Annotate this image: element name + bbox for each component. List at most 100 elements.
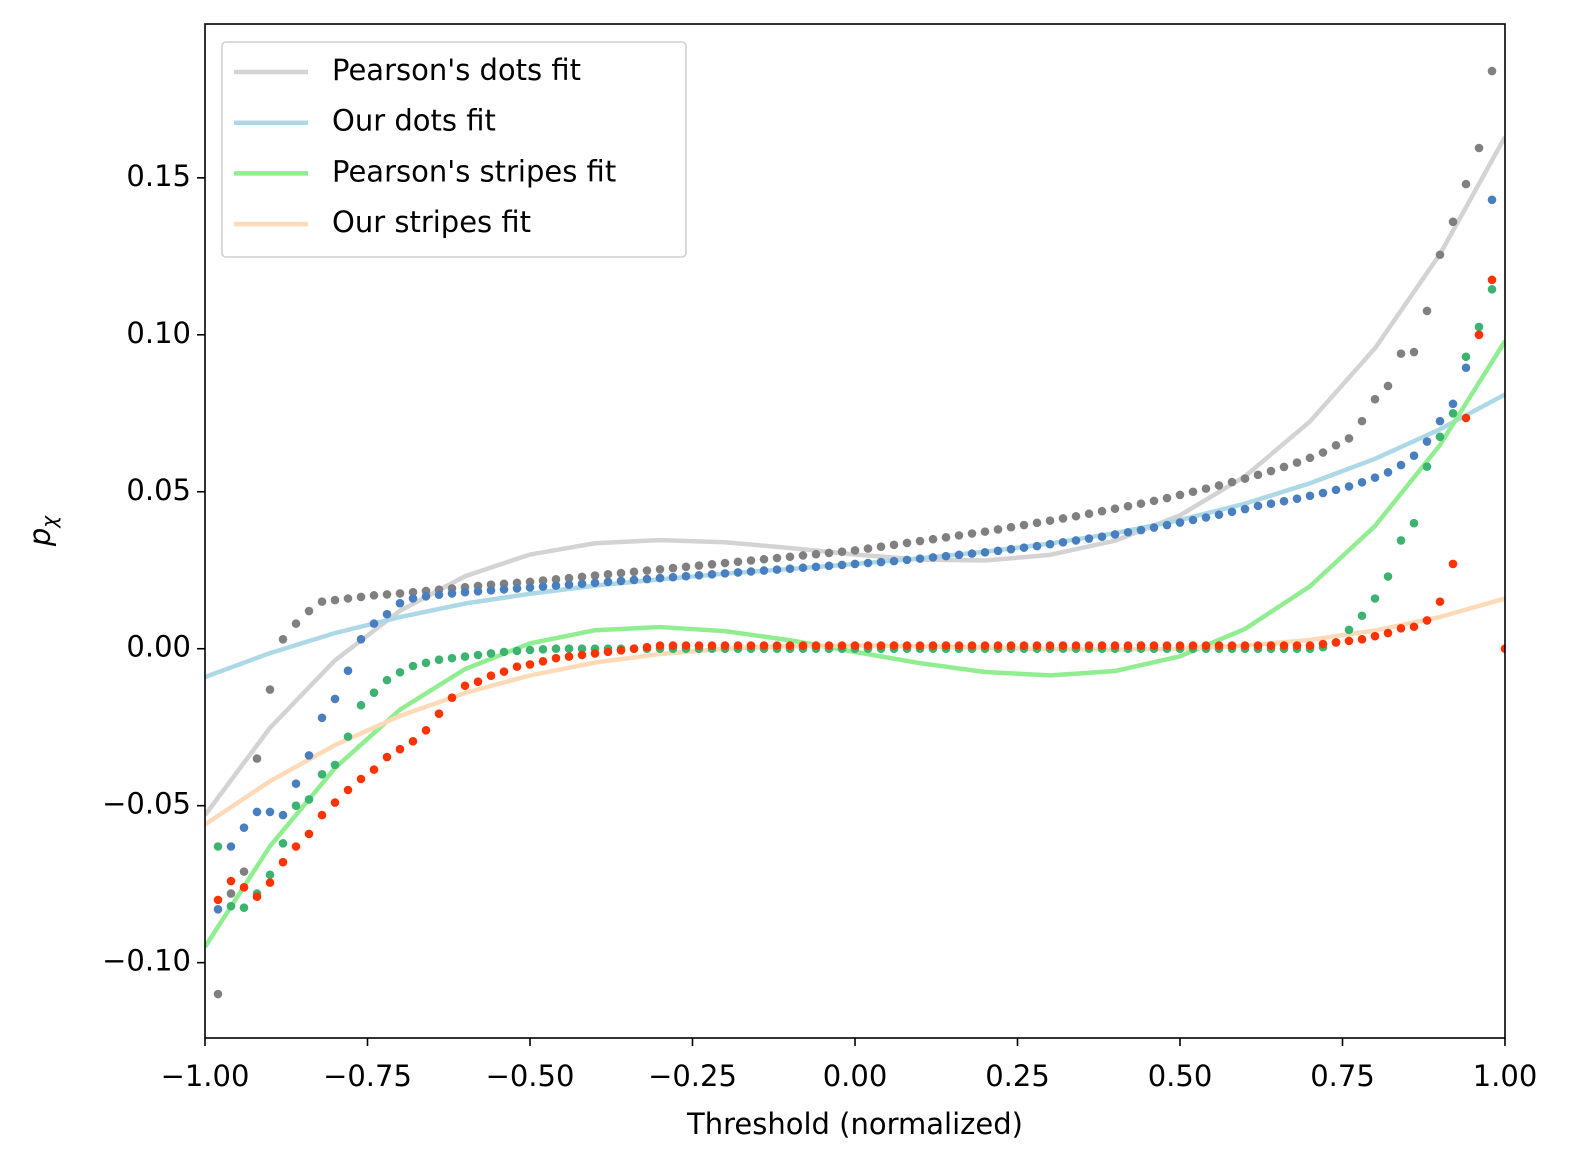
- data-point: [447, 653, 457, 663]
- data-point: [1201, 484, 1211, 493]
- data-point: [278, 857, 288, 867]
- y-tick-label: 0.15: [126, 159, 191, 193]
- data-point: [1357, 478, 1367, 487]
- data-point: [317, 769, 327, 779]
- data-point: [798, 641, 808, 650]
- x-axis-label: Threshold (normalized): [686, 1107, 1023, 1141]
- data-point: [564, 652, 574, 661]
- data-point: [1487, 284, 1497, 294]
- data-point: [486, 586, 496, 595]
- data-point: [551, 653, 561, 663]
- data-point: [356, 592, 366, 602]
- data-point: [551, 581, 561, 590]
- legend: Pearson's dots fit Our dots fit Pearson's …: [221, 41, 687, 258]
- data-point: [486, 649, 496, 658]
- data-point: [1266, 466, 1276, 476]
- data-point: [1370, 631, 1380, 641]
- x-tick-label: −0.25: [648, 1059, 737, 1093]
- data-point: [1383, 628, 1393, 638]
- data-point: [902, 641, 912, 650]
- data-point: [967, 641, 977, 650]
- data-point: [1318, 488, 1328, 498]
- data-point: [1240, 641, 1250, 650]
- data-point: [720, 569, 730, 578]
- data-point: [1383, 572, 1393, 581]
- data-point: [447, 693, 457, 702]
- data-point: [603, 647, 613, 657]
- data-point: [343, 594, 353, 603]
- data-point: [356, 635, 366, 644]
- data-point: [1214, 641, 1224, 650]
- data-point: [512, 584, 522, 593]
- data-point: [512, 646, 522, 656]
- data-point: [1032, 541, 1042, 551]
- data-point: [1188, 515, 1198, 525]
- data-point: [928, 534, 938, 544]
- data-point: [655, 641, 665, 650]
- data-point: [1188, 641, 1198, 650]
- data-point: [1383, 381, 1393, 391]
- data-point: [837, 641, 847, 650]
- data-point: [967, 549, 977, 558]
- data-point: [1279, 641, 1289, 650]
- data-point: [642, 642, 652, 652]
- data-point: [1019, 641, 1029, 650]
- data-point: [525, 583, 535, 592]
- data-point: [863, 558, 873, 568]
- data-point: [291, 801, 301, 810]
- data-point: [1331, 485, 1341, 495]
- data-point: [291, 779, 301, 789]
- data-point: [993, 525, 1003, 534]
- data-point: [1019, 543, 1029, 552]
- data-point: [1305, 453, 1315, 463]
- x-tick-label: 0.50: [1148, 1059, 1213, 1093]
- data-point: [941, 641, 951, 650]
- y-tick-label: 0.00: [126, 630, 191, 664]
- data-point: [1487, 275, 1497, 285]
- data-point: [1435, 416, 1445, 426]
- data-point: [629, 644, 639, 654]
- data-point: [759, 554, 769, 564]
- data-point: [1370, 394, 1380, 404]
- data-point: [1461, 352, 1471, 362]
- data-point: [1370, 473, 1380, 482]
- data-point: [1396, 536, 1406, 545]
- data-point: [824, 561, 834, 571]
- x-tick-label: −1.00: [161, 1059, 250, 1093]
- data-point: [1357, 635, 1367, 644]
- data-point: [1214, 510, 1224, 519]
- data-point: [915, 554, 925, 563]
- data-point: [1435, 597, 1445, 606]
- data-point: [681, 562, 691, 572]
- data-point: [785, 641, 795, 650]
- data-point: [1149, 496, 1159, 506]
- data-point: [317, 713, 327, 723]
- data-point: [1188, 487, 1198, 497]
- data-point: [265, 807, 275, 817]
- data-point: [395, 598, 405, 608]
- data-point: [915, 641, 925, 650]
- data-point: [499, 647, 509, 657]
- data-point: [1071, 511, 1081, 521]
- data-point: [1097, 506, 1107, 516]
- x-tick-label: 0.00: [823, 1059, 888, 1093]
- data-point: [902, 555, 912, 565]
- data-point: [941, 551, 951, 561]
- data-point: [330, 694, 340, 704]
- data-point: [382, 675, 392, 685]
- data-point: [876, 641, 886, 650]
- data-point: [1058, 641, 1068, 650]
- data-point: [980, 641, 990, 650]
- data-point: [1240, 504, 1250, 514]
- data-point: [1201, 641, 1211, 650]
- data-point: [1162, 520, 1172, 530]
- data-point: [889, 556, 899, 566]
- data-point: [1136, 525, 1146, 535]
- data-point: [304, 606, 314, 616]
- data-point: [382, 609, 392, 619]
- data-point: [629, 567, 639, 577]
- data-point: [1370, 594, 1380, 603]
- x-tick-label: 1.00: [1473, 1059, 1538, 1093]
- data-point: [655, 564, 665, 574]
- data-point: [564, 580, 574, 589]
